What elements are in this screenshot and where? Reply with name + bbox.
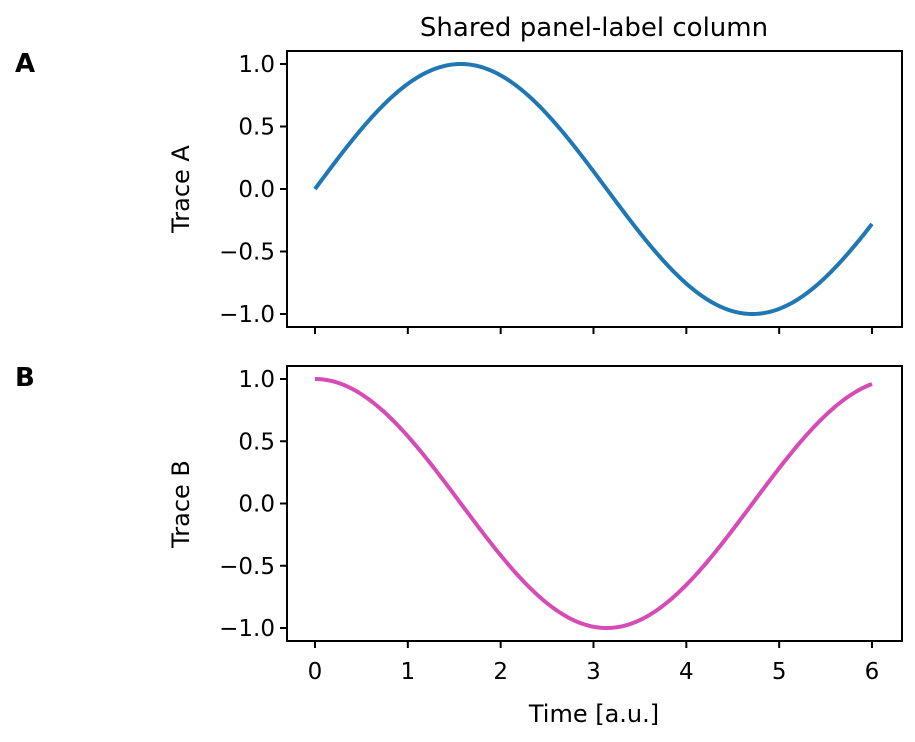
trace-b-line (314, 377, 873, 630)
y-axis-label-b: Trace B (167, 460, 195, 549)
xtick-label: 3 (586, 659, 601, 685)
x-axis-label: Time [a.u.] (528, 700, 659, 728)
ytick-label: 1.0 (238, 52, 275, 78)
ytick-label: −0.5 (219, 554, 275, 580)
panel-label-a: A (15, 49, 35, 79)
axes-b-frame (286, 365, 903, 642)
ytick-label: −1.0 (219, 616, 275, 642)
ytick-label: −0.5 (219, 240, 275, 266)
ytick-label: 1.0 (238, 367, 275, 393)
ytick-label: 0.0 (238, 492, 275, 518)
ytick-label: 0.5 (238, 115, 275, 141)
figure-title: Shared panel-label column (420, 13, 768, 43)
y-axis-label-a: Trace A (167, 145, 195, 234)
xtick-label: 4 (679, 659, 694, 685)
xtick-label: 2 (493, 659, 508, 685)
axes-b-yticks: 1.0 0.5 0.0 −0.5 −1.0 (219, 367, 287, 642)
xtick-label: 1 (401, 659, 416, 685)
ytick-label: −1.0 (219, 302, 275, 328)
panel-label-b: B (15, 363, 35, 393)
ytick-label: 0.5 (238, 429, 275, 455)
xtick-label: 5 (772, 659, 787, 685)
axes-a: 1.0 0.5 0.0 −0.5 −1.0 Trace A (167, 50, 903, 334)
xtick-label: 6 (865, 659, 880, 685)
axes-a-xticks (314, 327, 873, 334)
axes-a-frame (286, 50, 903, 328)
axes-b: 1.0 0.5 0.0 −0.5 −1.0 0 1 2 3 4 5 6 Trace B Time [… (167, 365, 903, 728)
ytick-label: 0.0 (238, 177, 275, 203)
axes-b-xticks: 0 1 2 3 4 5 6 (308, 641, 880, 685)
xtick-label: 0 (308, 659, 323, 685)
axes-a-yticks: 1.0 0.5 0.0 −0.5 −1.0 (219, 52, 287, 328)
trace-a-line (313, 62, 874, 316)
